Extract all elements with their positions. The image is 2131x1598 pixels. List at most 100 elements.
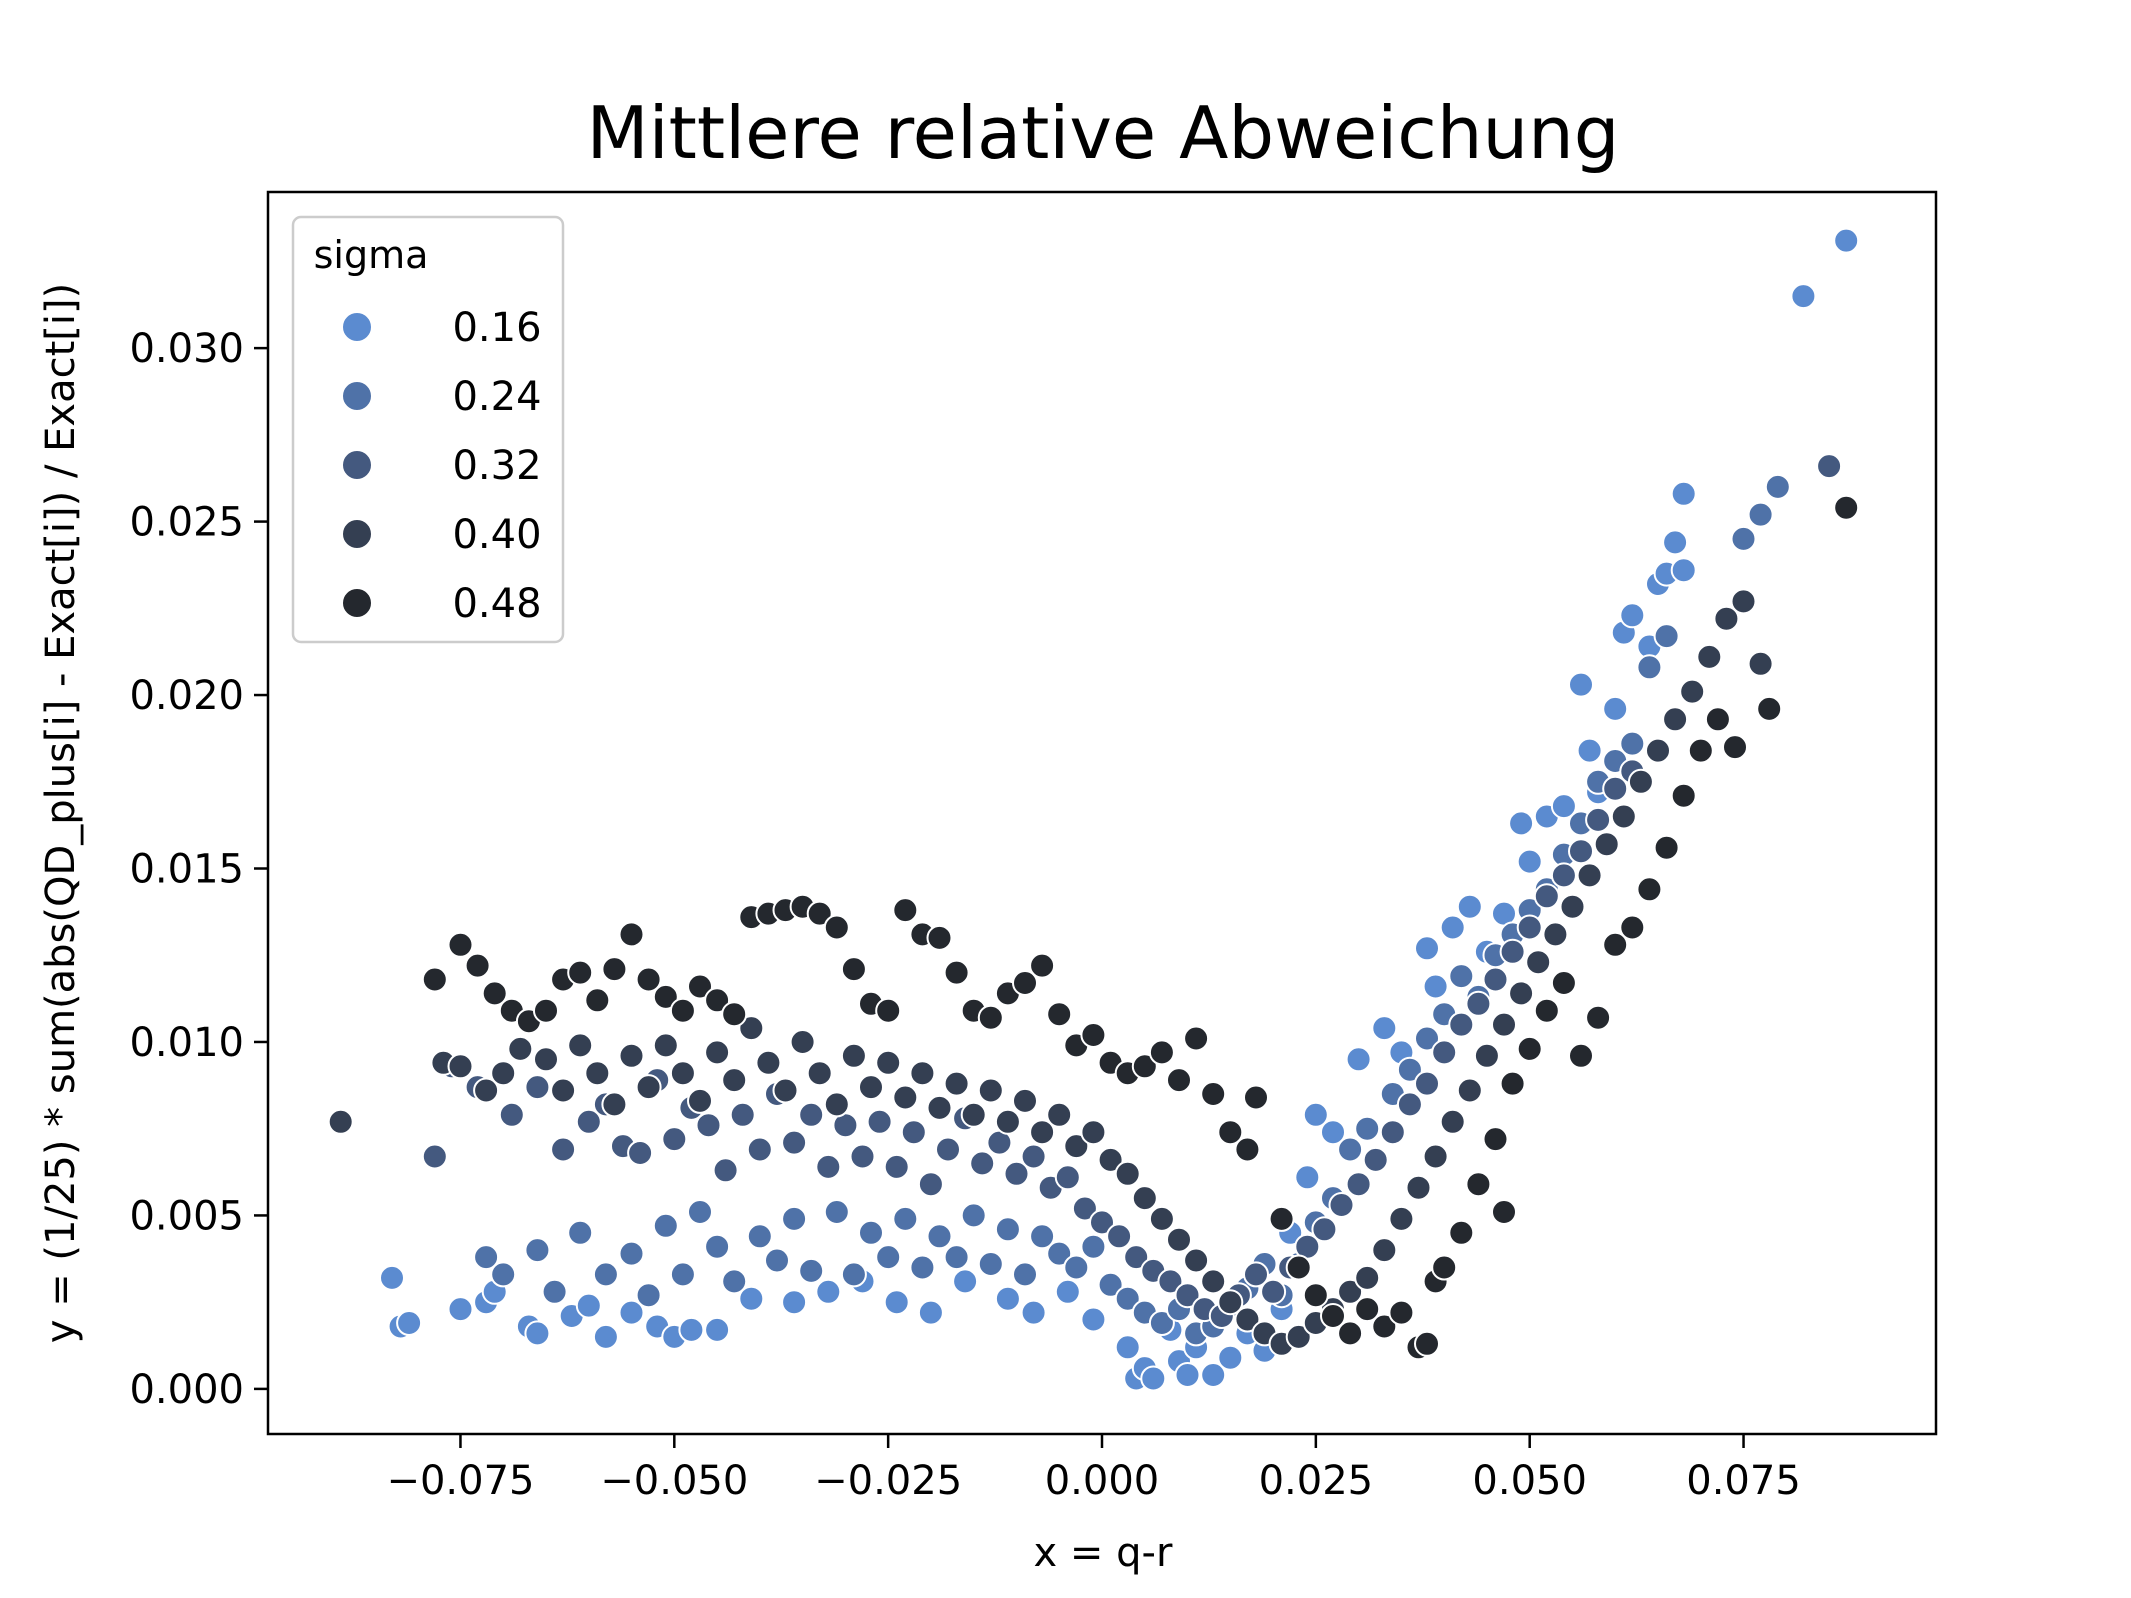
data-point-sigma-0.16-9	[575, 1292, 602, 1319]
data-point-sigma-0.48-27	[892, 897, 919, 924]
data-point-sigma-0.40-63	[1508, 980, 1535, 1007]
data-point-sigma-0.16-18	[815, 1278, 842, 1305]
data-point-sigma-0.48-48	[1243, 1084, 1269, 1111]
data-point-sigma-0.48-69	[1568, 1042, 1594, 1069]
data-point-sigma-0.24-20	[875, 1244, 902, 1271]
chart-title: Mittlere relative Abweichung	[587, 91, 1620, 175]
data-point-sigma-0.40-40	[1114, 1160, 1141, 1187]
data-point-sigma-0.40-15	[687, 1087, 713, 1114]
data-point-sigma-0.48-32	[977, 1004, 1004, 1031]
data-point-sigma-0.16-69	[1790, 283, 1817, 310]
data-point-sigma-0.40-41	[1131, 1185, 1158, 1212]
data-point-sigma-0.16-35	[1200, 1362, 1227, 1388]
data-point-sigma-0.40-44	[1183, 1247, 1210, 1274]
data-point-sigma-0.32-49	[1311, 1216, 1338, 1243]
data-point-sigma-0.48-77	[1704, 706, 1731, 733]
legend-marker-0.40	[341, 518, 373, 550]
data-point-sigma-0.24-32	[1080, 1233, 1107, 1260]
data-point-sigma-0.24-7	[635, 1282, 662, 1309]
data-point-sigma-0.24-8	[652, 1212, 679, 1239]
data-point-sigma-0.40-72	[1662, 706, 1689, 733]
data-point-sigma-0.16-44	[1345, 1046, 1372, 1073]
data-point-sigma-0.48-70	[1585, 1004, 1612, 1031]
data-point-sigma-0.32-15	[729, 1101, 756, 1128]
data-point-sigma-0.40-7	[550, 1077, 577, 1104]
data-point-sigma-0.16-25	[1054, 1278, 1081, 1305]
data-point-sigma-0.40-23	[823, 1091, 850, 1118]
data-point-sigma-0.40-66	[1559, 893, 1586, 920]
data-point-sigma-0.16-66	[1662, 529, 1689, 556]
data-point-sigma-0.40-34	[1012, 1087, 1038, 1114]
data-point-sigma-0.48-47	[1234, 1136, 1261, 1163]
data-point-sigma-0.24-0	[473, 1244, 500, 1271]
data-point-sigma-0.48-13	[652, 983, 679, 1010]
data-point-sigma-0.40-19	[755, 1049, 782, 1076]
data-point-sigma-0.32-55	[1414, 1070, 1440, 1097]
data-point-sigma-0.48-67	[1533, 997, 1560, 1024]
data-point-sigma-0.32-19	[798, 1101, 825, 1128]
data-point-sigma-0.48-29	[926, 924, 953, 951]
data-point-sigma-0.48-54	[1354, 1296, 1381, 1323]
data-point-sigma-0.32-14	[712, 1157, 739, 1184]
data-point-sigma-0.32-36	[1089, 1209, 1115, 1236]
data-point-sigma-0.16-3	[447, 1296, 474, 1323]
data-point-sigma-0.16-47	[1414, 935, 1440, 962]
data-point-sigma-0.32-9	[627, 1140, 654, 1166]
legend-label-0.32: 0.32	[452, 443, 541, 489]
data-point-sigma-0.40-3	[473, 1077, 500, 1104]
data-point-sigma-0.48-55	[1371, 1313, 1398, 1340]
data-point-sigma-0.24-13	[746, 1223, 773, 1250]
data-point-sigma-0.24-68	[1764, 473, 1791, 500]
data-point-sigma-0.40-70	[1627, 768, 1654, 795]
data-point-sigma-0.16-14	[678, 1316, 705, 1343]
data-point-sigma-0.32-24	[883, 1153, 910, 1180]
data-point-sigma-0.16-21	[917, 1299, 944, 1326]
data-point-sigma-0.32-51	[1345, 1171, 1372, 1198]
data-point-sigma-0.48-52	[1320, 1303, 1346, 1329]
data-point-sigma-0.16-48	[1422, 973, 1449, 1000]
data-point-sigma-0.24-16	[798, 1257, 825, 1284]
data-point-sigma-0.48-72	[1619, 914, 1646, 941]
data-point-sigma-0.32-61	[1516, 914, 1543, 941]
data-point-sigma-0.48-41	[1131, 1053, 1158, 1080]
data-point-sigma-0.48-79	[1756, 695, 1783, 722]
data-point-sigma-0.48-34	[1012, 970, 1038, 996]
data-point-sigma-0.32-40	[1157, 1268, 1184, 1295]
data-point-sigma-0.40-18	[738, 1015, 765, 1042]
data-point-sigma-0.40-39	[1097, 1146, 1124, 1173]
data-point-sigma-0.32-62	[1533, 883, 1560, 910]
data-point-sigma-0.24-28	[1012, 1261, 1038, 1288]
data-point-sigma-0.40-26	[875, 1049, 902, 1076]
data-point-sigma-0.48-43	[1166, 1067, 1192, 1094]
data-point-sigma-0.24-66	[1730, 525, 1757, 552]
data-point-sigma-0.48-51	[1302, 1282, 1329, 1309]
data-point-sigma-0.32-41	[1174, 1282, 1201, 1309]
data-point-sigma-0.48-64	[1491, 1199, 1517, 1225]
data-point-sigma-0.24-64	[1636, 654, 1663, 681]
x-tick-label: 0.075	[1686, 1458, 1801, 1504]
data-point-sigma-0.32-58	[1465, 990, 1492, 1017]
data-point-sigma-0.40-50	[1285, 1323, 1312, 1350]
data-point-sigma-0.48-35	[1029, 952, 1056, 979]
data-point-sigma-0.16-43	[1320, 1119, 1346, 1146]
data-point-sigma-0.16-2	[396, 1310, 423, 1336]
data-point-sigma-0.32-52	[1362, 1146, 1389, 1173]
data-point-sigma-0.24-11	[704, 1233, 731, 1260]
legend: sigma 0.16 0.24 0.32 0.40 0.48	[291, 215, 565, 644]
x-tick-label: −0.075	[386, 1458, 534, 1504]
x-axis-ticks: −0.075 −0.050 −0.025 0.000 0.025 0.050 0.075	[386, 1434, 1801, 1504]
data-point-sigma-0.40-22	[806, 1060, 833, 1087]
legend-entries: 0.16 0.24 0.32 0.40 0.48	[341, 305, 542, 627]
x-tick-label: 0.050	[1472, 1458, 1587, 1504]
legend-label-0.16: 0.16	[452, 305, 541, 351]
data-point-sigma-0.40-5	[507, 1035, 534, 1062]
data-point-sigma-0.40-69	[1610, 803, 1637, 830]
data-point-sigma-0.32-23	[866, 1108, 893, 1135]
data-point-sigma-0.40-75	[1713, 605, 1740, 632]
data-point-sigma-0.24-29	[1029, 1223, 1056, 1250]
data-point-sigma-0.40-53	[1337, 1278, 1364, 1305]
data-point-sigma-0.32-29	[969, 1150, 996, 1177]
data-point-sigma-0.40-37	[1063, 1133, 1090, 1160]
data-point-sigma-0.32-11	[661, 1126, 688, 1153]
data-point-sigma-0.32-6	[575, 1108, 602, 1135]
